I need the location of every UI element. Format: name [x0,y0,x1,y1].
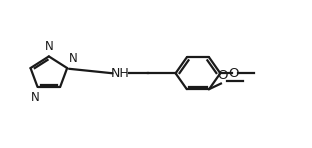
Text: N: N [45,40,53,53]
Text: O: O [217,69,228,82]
Text: N: N [69,52,77,65]
Text: NH: NH [111,67,130,80]
Text: O: O [228,67,239,80]
Text: N: N [31,91,39,104]
